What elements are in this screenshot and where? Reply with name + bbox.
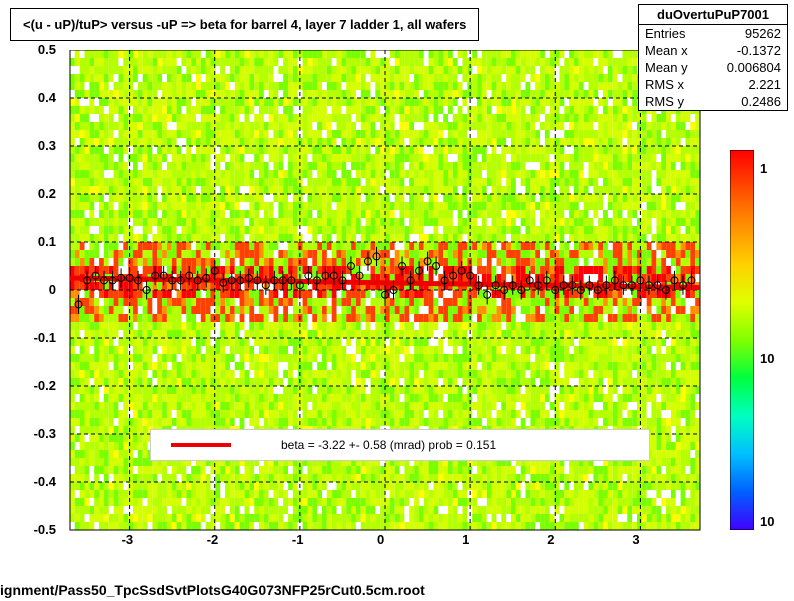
footer-path: ignment/Pass50_TpcSsdSvtPlotsG40G073NFP2… [0,582,425,598]
y-tick-label: 0.3 [38,138,56,153]
stats-label: Entries [645,26,685,41]
stats-value: 2.221 [748,77,781,92]
y-tick-label: -0.5 [34,522,56,537]
colorbar-tick-label: 1 [760,161,767,176]
y-tick-label: 0.1 [38,234,56,249]
colorbar-tick-label: 10 [760,351,774,366]
stats-label: Mean y [645,60,688,75]
y-tick-label: -0.3 [34,426,56,441]
legend-text: beta = -3.22 +- 0.58 (mrad) prob = 0.151 [281,438,496,452]
stats-row: Mean y 0.006804 [639,59,787,76]
x-tick-label: 0 [377,532,384,547]
x-tick-label: -1 [292,532,304,547]
chart-title: <(u - uP)/tuP> versus -uP => beta for ba… [10,8,479,41]
fit-legend: beta = -3.22 +- 0.58 (mrad) prob = 0.151 [150,429,650,461]
x-tick-label: -2 [207,532,219,547]
x-tick-label: 1 [462,532,469,547]
y-tick-label: -0.4 [34,474,56,489]
stats-row: Entries 95262 [639,25,787,42]
stats-header: duOvertuPuP7001 [639,5,787,25]
stats-value: 0.006804 [727,60,781,75]
y-tick-label: 0 [49,282,56,297]
y-tick-label: 0.2 [38,186,56,201]
x-tick-label: 2 [547,532,554,547]
stats-value: -0.1372 [737,43,781,58]
stats-row: Mean x -0.1372 [639,42,787,59]
stats-row: RMS x 2.221 [639,76,787,93]
plot-svg [60,50,710,550]
stats-row: RMS y 0.2486 [639,93,787,110]
x-tick-label: 3 [632,532,639,547]
stats-label: Mean x [645,43,688,58]
y-tick-label: -0.2 [34,378,56,393]
y-tick-label: -0.1 [34,330,56,345]
stats-value: 0.2486 [741,94,781,109]
stats-box: duOvertuPuP7001 Entries 95262 Mean x -0.13… [638,4,788,111]
y-tick-label: 0.4 [38,90,56,105]
legend-line-icon [171,443,231,447]
y-tick-label: 0.5 [38,42,56,57]
stats-label: RMS y [645,94,684,109]
colorbar-tick-label: 10 [760,514,774,529]
colorbar [730,150,754,530]
stats-label: RMS x [645,77,684,92]
stats-value: 95262 [745,26,781,41]
x-tick-label: -3 [122,532,134,547]
